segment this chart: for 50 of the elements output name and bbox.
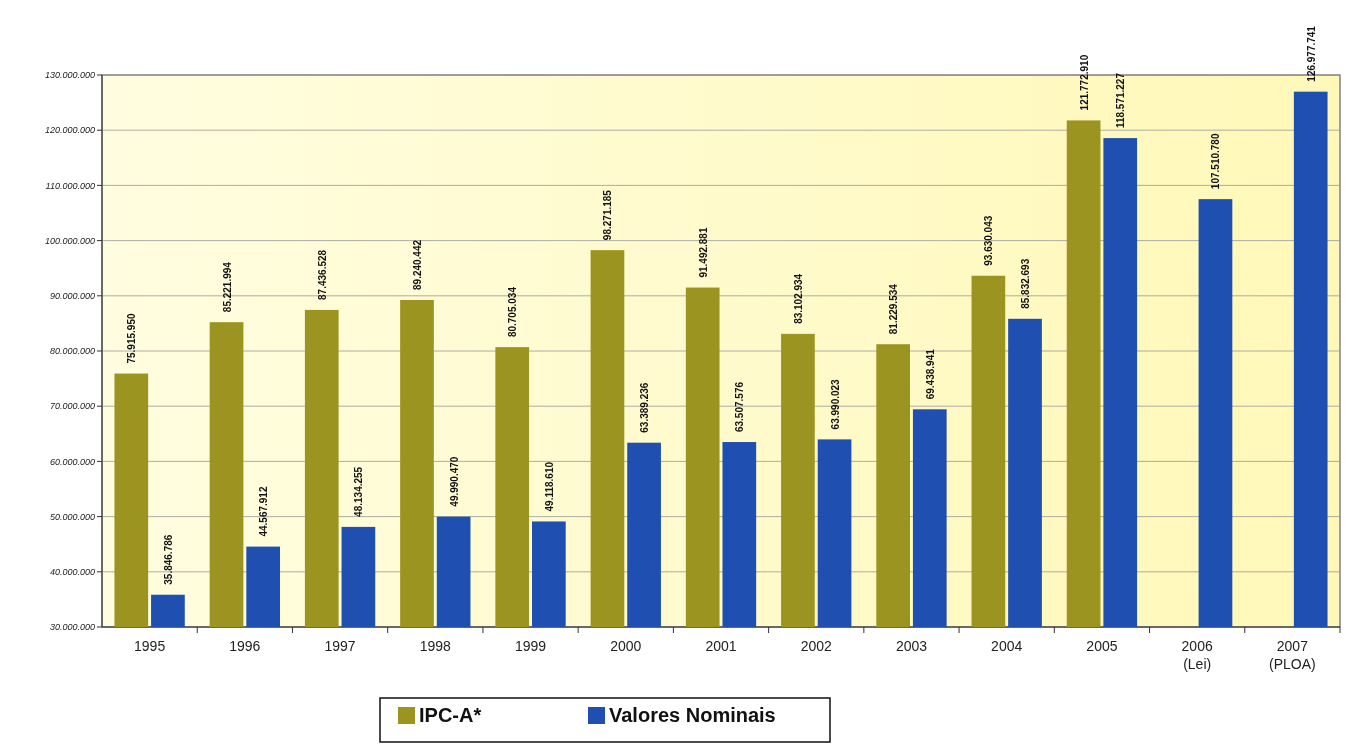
- y-tick-label: 50.000.000: [49, 511, 95, 522]
- x-tick-label: 2003: [895, 638, 928, 654]
- data-label: 81.229.534: [888, 283, 900, 335]
- x-tick-label: 2002: [800, 638, 833, 654]
- data-label: 69.438.941: [924, 348, 936, 400]
- data-label: 91.492.881: [697, 227, 709, 278]
- data-label: 44.567.912: [258, 486, 270, 537]
- data-label: 93.630.043: [983, 215, 995, 266]
- data-label: 83.102.934: [792, 273, 804, 324]
- y-tick-label: 90.000.000: [49, 290, 95, 301]
- data-label: 35.846.786: [162, 534, 174, 585]
- x-tick-label: 2004: [991, 638, 1023, 654]
- data-label: 121.772.910: [1078, 54, 1090, 111]
- x-tick-label: 2001: [705, 638, 737, 654]
- data-label: 48.134.255: [353, 466, 365, 517]
- y-tick-label: 60.000.000: [49, 456, 95, 467]
- x-tick-label: 2006 (Lei): [1181, 638, 1213, 672]
- data-label: 85.832.693: [1020, 258, 1032, 309]
- x-tick-label: 1997: [324, 638, 356, 654]
- y-tick-label: 80.000.000: [49, 346, 95, 357]
- data-label: 107.510.780: [1210, 133, 1222, 190]
- x-tick-label: 1998: [419, 638, 452, 654]
- data-label: 126.977.741: [1305, 25, 1317, 82]
- data-label: 85.221.994: [221, 261, 233, 313]
- data-label: 98.271.185: [602, 189, 614, 241]
- data-label: 49.990.470: [448, 456, 460, 507]
- data-label: 80.705.034: [507, 286, 519, 338]
- legend-label: IPC-A*: [419, 704, 482, 726]
- y-tick-label: 110.000.000: [45, 180, 95, 191]
- data-label: 49.118.610: [543, 461, 555, 512]
- x-tick-label: 1996: [229, 638, 261, 654]
- x-tick-label: 2000: [610, 638, 642, 654]
- y-tick-label: 120.000.000: [44, 125, 95, 136]
- x-tick-label: 1999: [514, 638, 547, 654]
- data-label: 63.990.023: [829, 378, 841, 430]
- y-tick-label: 30.000.000: [49, 622, 95, 633]
- data-label: 89.240.442: [411, 239, 423, 290]
- legend-label: Valores Nominais: [609, 704, 776, 726]
- data-label: 118.571.227: [1115, 72, 1127, 129]
- x-tick-label: 2005: [1086, 638, 1118, 654]
- data-label: 75.915.950: [126, 313, 138, 364]
- data-label: 63.389.236: [639, 382, 651, 433]
- data-label: 63.507.576: [734, 381, 746, 433]
- x-tick-label: 2007 (PLOA): [1269, 638, 1316, 672]
- y-tick-label: 70.000.000: [49, 401, 95, 412]
- y-tick-label: 130.000.000: [44, 70, 95, 81]
- y-tick-label: 40.000.000: [49, 566, 95, 577]
- x-tick-label: 1995: [134, 638, 166, 654]
- y-tick-label: 100.000.000: [44, 235, 95, 246]
- data-label: 87.436.528: [316, 249, 328, 300]
